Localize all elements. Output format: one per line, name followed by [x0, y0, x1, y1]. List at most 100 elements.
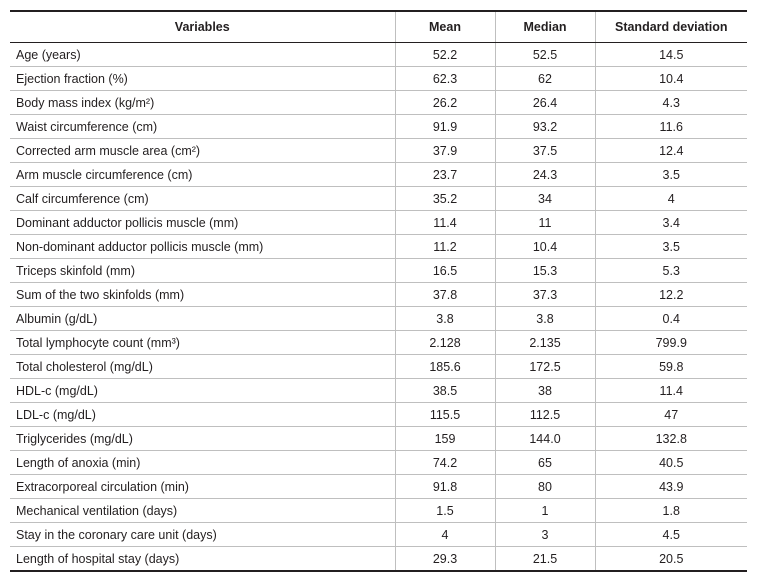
cell-sd: 59.8 — [595, 355, 747, 379]
cell-sd: 799.9 — [595, 331, 747, 355]
col-header-mean: Mean — [395, 11, 495, 43]
cell-median: 11 — [495, 211, 595, 235]
cell-variable: Mechanical ventilation (days) — [10, 499, 395, 523]
cell-sd: 40.5 — [595, 451, 747, 475]
cell-variable: Triceps skinfold (mm) — [10, 259, 395, 283]
cell-sd: 14.5 — [595, 43, 747, 67]
table-row: Total lymphocyte count (mm³)2.1282.13579… — [10, 331, 747, 355]
cell-sd: 4.5 — [595, 523, 747, 547]
cell-median: 52.5 — [495, 43, 595, 67]
cell-variable: LDL-c (mg/dL) — [10, 403, 395, 427]
cell-mean: 52.2 — [395, 43, 495, 67]
table-row: LDL-c (mg/dL)115.5112.547 — [10, 403, 747, 427]
table-row: Dominant adductor pollicis muscle (mm)11… — [10, 211, 747, 235]
table-row: Ejection fraction (%)62.36210.4 — [10, 67, 747, 91]
cell-median: 3 — [495, 523, 595, 547]
cell-sd: 5.3 — [595, 259, 747, 283]
cell-median: 21.5 — [495, 547, 595, 572]
table-body: Age (years)52.252.514.5Ejection fraction… — [10, 43, 747, 572]
table-row: Total cholesterol (mg/dL)185.6172.559.8 — [10, 355, 747, 379]
cell-mean: 29.3 — [395, 547, 495, 572]
cell-mean: 35.2 — [395, 187, 495, 211]
cell-sd: 4.3 — [595, 91, 747, 115]
cell-sd: 11.4 — [595, 379, 747, 403]
cell-variable: Corrected arm muscle area (cm²) — [10, 139, 395, 163]
cell-mean: 2.128 — [395, 331, 495, 355]
table-row: Mechanical ventilation (days)1.511.8 — [10, 499, 747, 523]
cell-median: 93.2 — [495, 115, 595, 139]
table-row: Calf circumference (cm)35.2344 — [10, 187, 747, 211]
cell-mean: 185.6 — [395, 355, 495, 379]
cell-median: 144.0 — [495, 427, 595, 451]
cell-mean: 4 — [395, 523, 495, 547]
cell-sd: 12.4 — [595, 139, 747, 163]
cell-mean: 1.5 — [395, 499, 495, 523]
cell-median: 62 — [495, 67, 595, 91]
col-header-variables: Variables — [10, 11, 395, 43]
table-row: Waist circumference (cm)91.993.211.6 — [10, 115, 747, 139]
table-row: Length of anoxia (min)74.26540.5 — [10, 451, 747, 475]
table-row: HDL-c (mg/dL)38.53811.4 — [10, 379, 747, 403]
cell-median: 1 — [495, 499, 595, 523]
cell-mean: 16.5 — [395, 259, 495, 283]
cell-sd: 47 — [595, 403, 747, 427]
cell-variable: Total lymphocyte count (mm³) — [10, 331, 395, 355]
table-row: Albumin (g/dL)3.83.80.4 — [10, 307, 747, 331]
table-row: Sum of the two skinfolds (mm)37.837.312.… — [10, 283, 747, 307]
table-row: Triglycerides (mg/dL)159144.0132.8 — [10, 427, 747, 451]
cell-mean: 159 — [395, 427, 495, 451]
cell-median: 38 — [495, 379, 595, 403]
table-header-row: Variables Mean Median Standard deviation — [10, 11, 747, 43]
cell-variable: Length of anoxia (min) — [10, 451, 395, 475]
table-row: Arm muscle circumference (cm)23.724.33.5 — [10, 163, 747, 187]
cell-median: 10.4 — [495, 235, 595, 259]
cell-variable: Waist circumference (cm) — [10, 115, 395, 139]
cell-sd: 10.4 — [595, 67, 747, 91]
cell-median: 172.5 — [495, 355, 595, 379]
cell-mean: 37.9 — [395, 139, 495, 163]
cell-mean: 11.2 — [395, 235, 495, 259]
cell-median: 112.5 — [495, 403, 595, 427]
cell-variable: Ejection fraction (%) — [10, 67, 395, 91]
cell-variable: Calf circumference (cm) — [10, 187, 395, 211]
cell-variable: HDL-c (mg/dL) — [10, 379, 395, 403]
cell-variable: Age (years) — [10, 43, 395, 67]
table-row: Non-dominant adductor pollicis muscle (m… — [10, 235, 747, 259]
cell-variable: Body mass index (kg/m²) — [10, 91, 395, 115]
table-row: Length of hospital stay (days)29.321.520… — [10, 547, 747, 572]
col-header-sd: Standard deviation — [595, 11, 747, 43]
cell-variable: Sum of the two skinfolds (mm) — [10, 283, 395, 307]
col-header-median: Median — [495, 11, 595, 43]
cell-sd: 11.6 — [595, 115, 747, 139]
cell-sd: 3.5 — [595, 235, 747, 259]
cell-mean: 74.2 — [395, 451, 495, 475]
table-row: Age (years)52.252.514.5 — [10, 43, 747, 67]
cell-median: 80 — [495, 475, 595, 499]
cell-mean: 62.3 — [395, 67, 495, 91]
cell-mean: 3.8 — [395, 307, 495, 331]
cell-median: 37.5 — [495, 139, 595, 163]
cell-variable: Extracorporeal circulation (min) — [10, 475, 395, 499]
table-row: Corrected arm muscle area (cm²)37.937.51… — [10, 139, 747, 163]
cell-variable: Dominant adductor pollicis muscle (mm) — [10, 211, 395, 235]
cell-mean: 37.8 — [395, 283, 495, 307]
cell-variable: Stay in the coronary care unit (days) — [10, 523, 395, 547]
cell-median: 37.3 — [495, 283, 595, 307]
cell-sd: 3.5 — [595, 163, 747, 187]
cell-median: 3.8 — [495, 307, 595, 331]
cell-median: 34 — [495, 187, 595, 211]
cell-sd: 20.5 — [595, 547, 747, 572]
cell-mean: 11.4 — [395, 211, 495, 235]
table-row: Extracorporeal circulation (min)91.88043… — [10, 475, 747, 499]
cell-mean: 23.7 — [395, 163, 495, 187]
cell-sd: 12.2 — [595, 283, 747, 307]
cell-variable: Arm muscle circumference (cm) — [10, 163, 395, 187]
cell-sd: 1.8 — [595, 499, 747, 523]
cell-median: 15.3 — [495, 259, 595, 283]
cell-variable: Non-dominant adductor pollicis muscle (m… — [10, 235, 395, 259]
cell-mean: 115.5 — [395, 403, 495, 427]
cell-median: 26.4 — [495, 91, 595, 115]
cell-variable: Triglycerides (mg/dL) — [10, 427, 395, 451]
cell-sd: 43.9 — [595, 475, 747, 499]
table-row: Body mass index (kg/m²)26.226.44.3 — [10, 91, 747, 115]
